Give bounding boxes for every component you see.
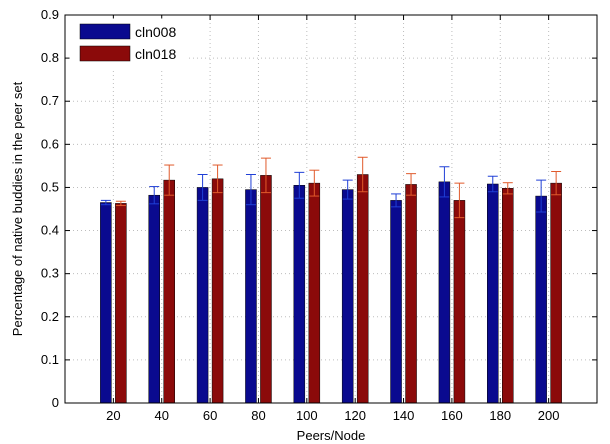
error-bars (100, 156, 562, 219)
bar-cln008-180 (487, 183, 499, 404)
y-axis-ticks: 0 0.1 0.2 0.3 0.4 0.5 0.6 0.7 0.8 0.9 (41, 7, 597, 410)
bar-cln018-160 (453, 200, 466, 404)
legend-swatch-cln008 (79, 23, 131, 40)
bar-cln018-20 (115, 203, 127, 404)
x-tick-label: 40 (154, 408, 168, 423)
plot-background (65, 15, 597, 403)
x-tick-label: 160 (441, 408, 463, 423)
y-tick-label: 0 (52, 395, 59, 410)
bar-cln018-40 (163, 179, 175, 404)
bar-cln008-20 (100, 202, 112, 404)
x-tick-label: 120 (344, 408, 366, 423)
x-tick-label: 200 (538, 408, 560, 423)
bar-cln008-60 (196, 187, 209, 404)
bar-cln018-120 (356, 174, 369, 404)
legend: cln008 cln018 (69, 18, 189, 70)
legend-swatch-cln018 (79, 45, 131, 62)
bar-cln008-140 (390, 200, 402, 404)
y-axis-label: Percentage of native buddies in the peer… (10, 81, 25, 336)
bar-cln018-60 (211, 178, 224, 404)
y-tick-label: 0.4 (41, 223, 59, 238)
bar-cln008-40 (148, 194, 160, 404)
bar-cln018-100 (308, 182, 321, 404)
bar-cln008-80 (245, 189, 257, 404)
x-tick-label: 180 (489, 408, 511, 423)
bar-cln008-160 (438, 181, 451, 404)
bar-cln008-120 (341, 189, 354, 404)
legend-label-cln018: cln018 (135, 46, 176, 62)
y-tick-label: 0.5 (41, 179, 59, 194)
x-tick-label: 100 (296, 408, 318, 423)
bar-cln018-180 (502, 188, 514, 404)
x-tick-label: 140 (393, 408, 415, 423)
y-tick-label: 0.1 (41, 352, 59, 367)
y-tick-label: 0.7 (41, 93, 59, 108)
x-tick-label: 60 (203, 408, 217, 423)
y-tick-label: 0.3 (41, 266, 59, 281)
y-tick-label: 0.8 (41, 50, 59, 65)
bar-cln008-100 (293, 185, 306, 404)
legend-label-cln008: cln008 (135, 24, 176, 40)
bar-cln018-140 (405, 184, 417, 404)
bar-cln018-200 (550, 182, 562, 404)
y-tick-label: 0.9 (41, 7, 59, 22)
bar-cln008-200 (535, 195, 547, 404)
x-axis-label: Peers/Node (297, 428, 366, 443)
x-tick-label: 80 (251, 408, 265, 423)
y-tick-label: 0.2 (41, 309, 59, 324)
x-tick-label: 20 (106, 408, 120, 423)
bar-cln018-80 (260, 175, 272, 404)
plot-frame (64, 14, 598, 404)
y-tick-label: 0.6 (41, 136, 59, 151)
